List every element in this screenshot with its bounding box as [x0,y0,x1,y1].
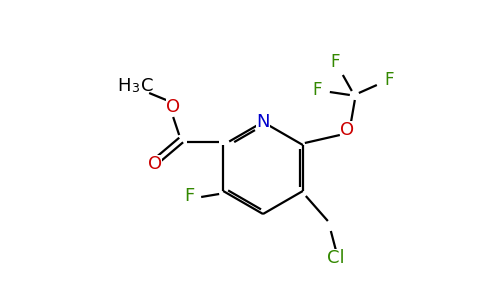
Text: O: O [340,121,354,139]
Text: F: F [312,81,321,99]
Text: F: F [384,71,393,89]
Text: N: N [256,113,270,131]
Text: H: H [118,77,131,95]
Text: C: C [141,77,153,95]
Text: F: F [330,53,340,71]
Text: O: O [166,98,180,116]
Text: O: O [148,155,162,173]
Text: Cl: Cl [327,249,345,267]
Text: F: F [184,187,194,205]
Text: 3: 3 [131,82,139,95]
